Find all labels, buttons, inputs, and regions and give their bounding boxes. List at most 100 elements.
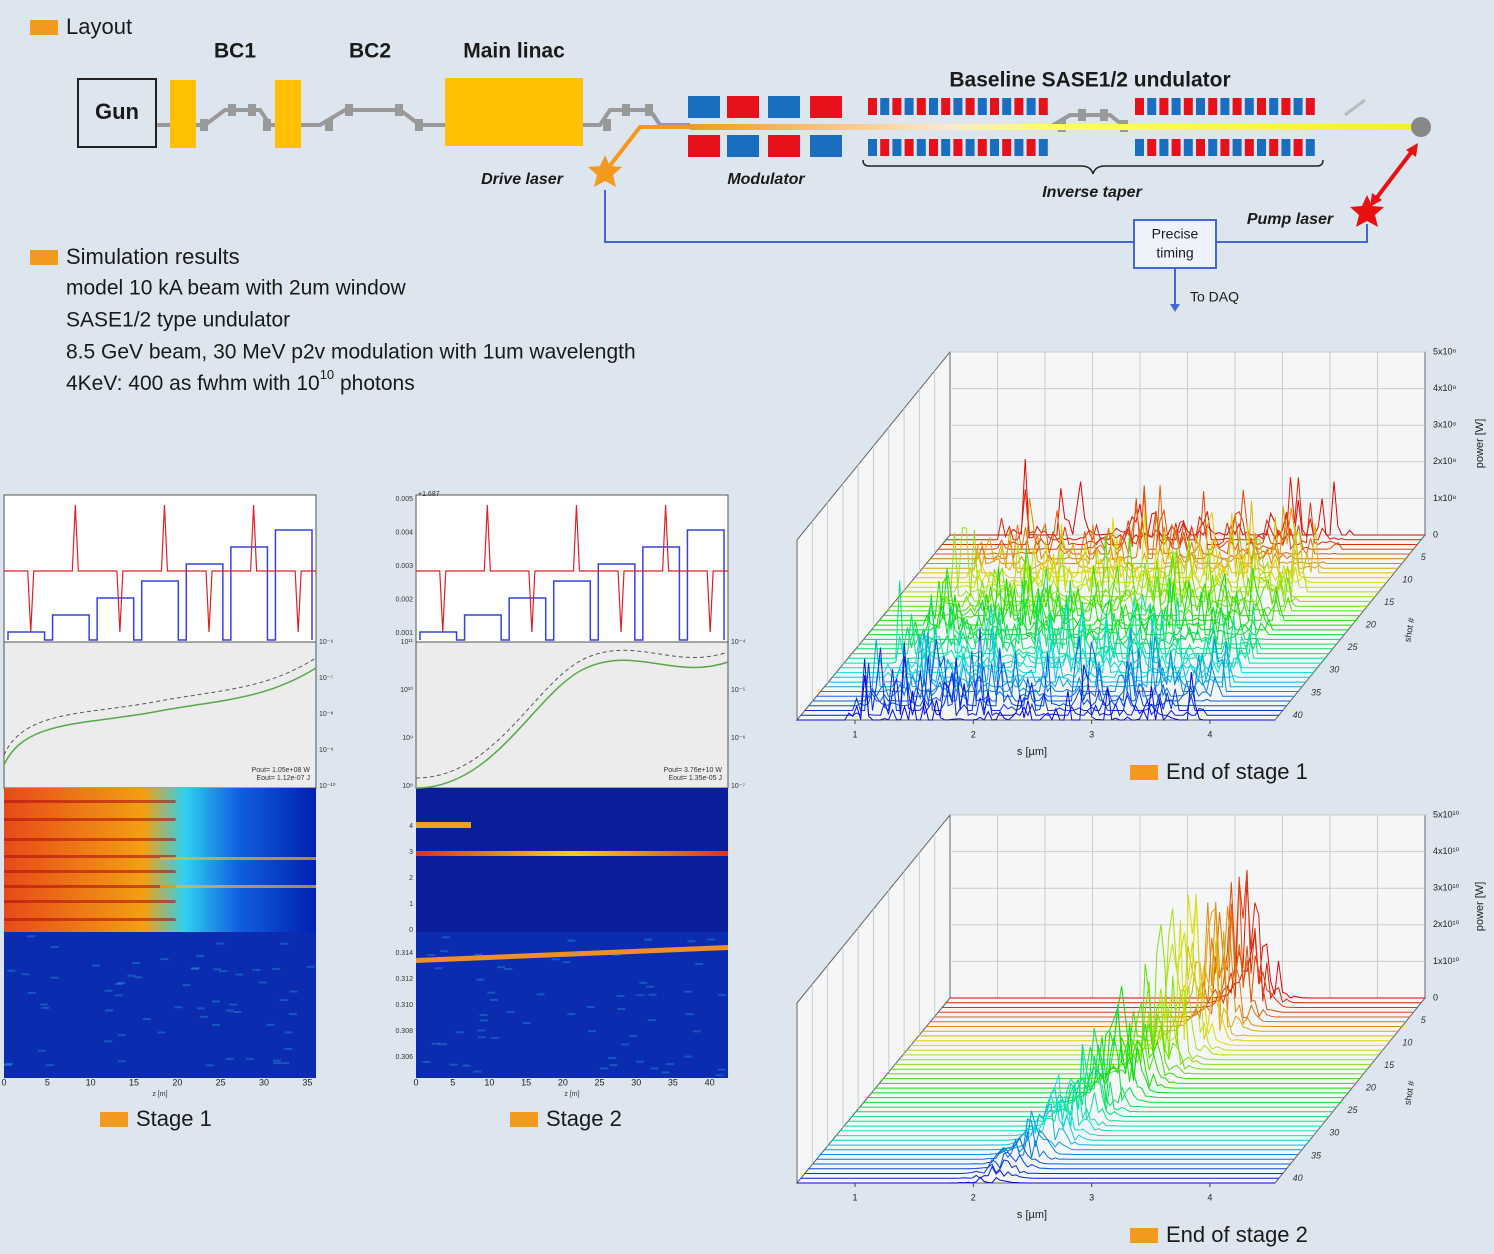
annotation: Pout= 1.05e+08 W (252, 767, 311, 774)
noise (229, 1003, 238, 1006)
y-tick-label: 20 (1365, 1083, 1376, 1093)
y-tick-label: 0.005 (395, 496, 413, 503)
noise (288, 1013, 297, 1016)
shot-trace (800, 1165, 1279, 1179)
shot-trace (820, 628, 1299, 694)
noise (620, 1043, 629, 1046)
x-tick-label: 1 (852, 729, 857, 739)
caption: Stage 2 (546, 1106, 622, 1131)
shot-trace (828, 628, 1306, 684)
magnet (1014, 98, 1024, 115)
noise (219, 970, 228, 973)
z-tick-label: 3x10⁸ (1433, 420, 1457, 430)
heatmap (416, 788, 728, 932)
y-tick-label: 10¹¹ (401, 639, 414, 646)
magnet (941, 139, 951, 156)
shot-trace (875, 986, 1352, 1089)
noise (91, 964, 100, 967)
shot-trace (844, 593, 1322, 665)
magnet (892, 139, 902, 156)
magnet (1183, 98, 1193, 115)
noise (427, 954, 436, 957)
label: Modulator (727, 171, 805, 188)
magnet (868, 98, 877, 115)
y-tick-label: 15 (1384, 597, 1395, 607)
noise (225, 1057, 234, 1060)
magnet (916, 98, 926, 115)
x-tick-label: 4 (1207, 729, 1212, 739)
noise (438, 1043, 447, 1046)
noise (21, 973, 30, 976)
z-tick-label: 3x10¹⁰ (1433, 883, 1460, 893)
noise (157, 1031, 166, 1034)
magnet (1208, 139, 1218, 156)
shot-trace (914, 512, 1391, 580)
x-tick-label: 3 (1089, 729, 1094, 739)
magnet (727, 96, 759, 118)
noise (487, 991, 496, 994)
noise (233, 1010, 242, 1013)
magnet (1038, 139, 1048, 156)
x-tick-label: 15 (129, 1077, 139, 1087)
noise (434, 967, 443, 970)
y-tick-label: 40 (1293, 1173, 1303, 1183)
heat-line (4, 870, 176, 873)
shot-trace (867, 1004, 1345, 1099)
magnet (768, 135, 800, 157)
quad-trace (4, 504, 316, 633)
noise (474, 953, 483, 956)
magnet (688, 96, 720, 118)
heat-line (160, 885, 316, 888)
noise (212, 1024, 221, 1027)
noise (650, 1067, 659, 1070)
magnet (1232, 139, 1242, 156)
y-tick-label: 10¹⁰ (400, 686, 413, 694)
noise (41, 1006, 50, 1009)
z-tick-label: 1x10⁸ (1433, 493, 1457, 503)
shot-trace (800, 656, 1279, 717)
noise (266, 1023, 275, 1026)
magnet (868, 139, 877, 156)
magnet (941, 98, 951, 115)
noise (4, 1063, 13, 1066)
magnet (990, 98, 999, 115)
shot-trace (808, 1151, 1287, 1170)
y-tick-label: 25 (1347, 642, 1359, 652)
shot-trace (922, 906, 1399, 1032)
caption: End of stage 2 (1166, 1222, 1308, 1247)
shot-trace (946, 477, 1422, 542)
x-tick-label: 10 (86, 1077, 96, 1087)
text: 4KeV: 400 as fwhm with 10 (66, 372, 320, 395)
noise (718, 994, 727, 997)
noise (431, 1042, 440, 1045)
noise (117, 981, 126, 984)
shot-trace (804, 642, 1283, 712)
heat-line (4, 838, 176, 841)
x-tick-label: 20 (558, 1077, 568, 1087)
y-tick-label: 10⁻⁸ (319, 711, 333, 718)
subplot (415, 494, 729, 643)
arrow (1344, 98, 1366, 117)
magnet (1220, 98, 1230, 115)
undulator-trace (419, 529, 725, 641)
noise (477, 1036, 486, 1039)
noise (132, 962, 141, 965)
heat-line (4, 885, 176, 888)
heading: Simulation results (66, 244, 240, 269)
magnet (1257, 139, 1266, 156)
heat-line (160, 857, 316, 860)
y-tick-label: 10⁻⁹ (319, 747, 333, 754)
y-tick-label: 10⁻⁷ (319, 675, 333, 682)
label: BC1 (214, 40, 256, 63)
shot-trace (828, 1103, 1306, 1146)
magnet (1147, 98, 1157, 115)
x-tick-label: 35 (668, 1077, 678, 1087)
z-tick-label: 5x10⁸ (1433, 346, 1457, 356)
y-tick-label: 0.004 (395, 529, 413, 536)
magnet (1244, 98, 1254, 115)
shot-trace (891, 553, 1368, 608)
noise (422, 1061, 431, 1064)
noise (717, 1068, 726, 1071)
beam (690, 124, 1425, 130)
noise (27, 991, 36, 994)
